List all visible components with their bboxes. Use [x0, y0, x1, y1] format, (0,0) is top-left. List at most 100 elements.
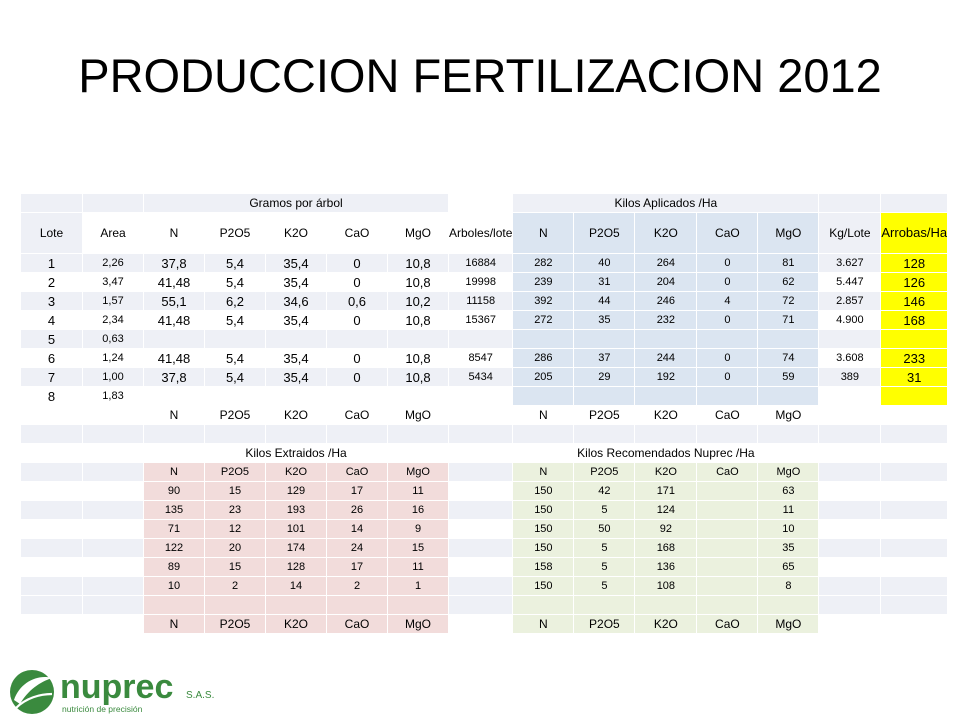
kg-lote-cell: 3.627 — [818, 253, 882, 273]
table-row: Gramos por árbol Kilos Aplicados /Ha — [20, 193, 949, 213]
header-extraidos-2: K2O — [265, 462, 327, 482]
header-recomendados-4: MgO — [757, 462, 820, 482]
empty-cell — [447, 443, 514, 463]
logo-tagline: nutrición de precisión — [62, 704, 143, 714]
empty-cell — [634, 595, 698, 615]
empty-cell — [20, 481, 83, 501]
empty-cell — [20, 576, 83, 596]
section-kilos-recomendados: Kilos Recomendados Nuprec /Ha — [512, 443, 820, 463]
header-recomendados-0: N — [512, 462, 575, 482]
lote-cell: 4 — [20, 310, 83, 330]
kilos-recomendados-cell: 168 — [634, 538, 698, 558]
kilos-aplicados-cell — [512, 386, 575, 406]
kilos-extraidos-cell: 193 — [265, 500, 327, 520]
kilos-aplicados-cell: 264 — [634, 253, 698, 273]
gramos-cell: 10,8 — [387, 367, 449, 387]
arrobas-cell: 168 — [880, 310, 949, 330]
kilos-recomendados-cell: 42 — [573, 481, 636, 501]
footer-extraidos-2: K2O — [265, 614, 327, 634]
footer-recomendados-3: CaO — [696, 614, 759, 634]
empty-cell — [880, 481, 949, 501]
empty-cell — [20, 500, 83, 520]
empty-cell — [20, 557, 83, 577]
kilos-aplicados-cell: 0 — [696, 367, 759, 387]
table-row: 90 15 129 17 11 150 42 171 63 — [20, 481, 949, 501]
kilos-recomendados-cell: 150 — [512, 576, 575, 596]
table-row: Lote Area N P2O5 K2O CaO MgO Arboles/lote N P2O5 K… — [20, 212, 949, 254]
table-row: N P2O5 K2O CaO MgO N P2O5 K2O CaO MgO — [20, 405, 949, 425]
arboles-cell — [447, 329, 514, 349]
empty-cell — [818, 519, 882, 539]
empty-cell — [818, 462, 882, 482]
footer-recomendados-0: N — [512, 614, 575, 634]
gramos-cell — [387, 329, 449, 349]
empty-cell — [447, 481, 514, 501]
empty-cell — [326, 595, 388, 615]
gramos-cell: 35,4 — [265, 272, 327, 292]
table-row: 3 1,57 55,1 6,2 34,6 0,6 10,2 11158 392 44 246 4 72 2… — [20, 291, 949, 311]
kilos-aplicados-cell: 244 — [634, 348, 698, 368]
kilos-aplicados-cell: 0 — [696, 348, 759, 368]
kilos-recomendados-cell: 150 — [512, 500, 575, 520]
table-row: N P2O5 K2O CaO MgO N P2O5 K2O CaO MgO — [20, 462, 949, 482]
kilos-recomendados-cell: 171 — [634, 481, 698, 501]
empty-cell — [818, 405, 882, 425]
gramos-cell — [387, 386, 449, 406]
arrobas-cell — [880, 329, 949, 349]
kilos-recomendados-cell: 50 — [573, 519, 636, 539]
kilos-recomendados-cell: 10 — [757, 519, 820, 539]
arboles-cell: 16884 — [447, 253, 514, 273]
empty-cell — [573, 424, 636, 444]
empty-cell — [447, 500, 514, 520]
kilos-aplicados-cell: 29 — [573, 367, 636, 387]
kg-lote-cell: 2.857 — [818, 291, 882, 311]
empty-cell — [757, 595, 820, 615]
empty-cell — [880, 405, 949, 425]
table-row: 1 2,26 37,8 5,4 35,4 0 10,8 16884 282 40 264 0 81 3.6… — [20, 253, 949, 273]
gramos-cell — [204, 386, 266, 406]
empty-cell — [818, 193, 882, 213]
gramos-cell: 37,8 — [143, 367, 205, 387]
kilos-recomendados-cell: 63 — [757, 481, 820, 501]
gramos-cell: 5,4 — [204, 348, 266, 368]
area-cell: 1,24 — [82, 348, 144, 368]
gramos-cell: 55,1 — [143, 291, 205, 311]
kilos-recomendados-cell: 65 — [757, 557, 820, 577]
gramos-cell: 10,8 — [387, 310, 449, 330]
gramos-cell: 35,4 — [265, 348, 327, 368]
table-row: 135 23 193 26 16 150 5 124 11 — [20, 500, 949, 520]
kg-lote-cell — [818, 386, 882, 406]
empty-cell — [20, 443, 83, 463]
lote-cell: 5 — [20, 329, 83, 349]
header-arboles-lote: Arboles/lote — [447, 212, 514, 254]
table-row: 2 3,47 41,48 5,4 35,4 0 10,8 19998 239 31 204 0 62 5.… — [20, 272, 949, 292]
kilos-recomendados-cell: 5 — [573, 576, 636, 596]
kilos-aplicados-cell: 282 — [512, 253, 575, 273]
kilos-aplicados-cell: 35 — [573, 310, 636, 330]
empty-cell — [387, 424, 449, 444]
empty-cell — [447, 193, 514, 213]
kilos-aplicados-cell — [757, 329, 820, 349]
kilos-recomendados-cell — [696, 500, 759, 520]
empty-cell — [818, 481, 882, 501]
empty-cell — [757, 424, 820, 444]
gramos-cell: 5,4 — [204, 272, 266, 292]
gramos-cell: 41,48 — [143, 272, 205, 292]
kilos-aplicados-cell — [757, 386, 820, 406]
section-kilos-aplicados: Kilos Aplicados /Ha — [512, 193, 820, 213]
empty-cell — [447, 405, 514, 425]
kilos-aplicados-cell: 192 — [634, 367, 698, 387]
kilos-extraidos-cell: 71 — [143, 519, 205, 539]
kilos-aplicados-cell — [696, 329, 759, 349]
table-row: Kilos Extraidos /Ha Kilos Recomendados Nu… — [20, 443, 949, 463]
empty-cell — [20, 424, 83, 444]
kilos-recomendados-cell: 35 — [757, 538, 820, 558]
kilos-recomendados-cell: 136 — [634, 557, 698, 577]
area-cell: 2,34 — [82, 310, 144, 330]
kilos-aplicados-cell: 246 — [634, 291, 698, 311]
kilos-recomendados-cell: 158 — [512, 557, 575, 577]
table-row: 8 1,83 — [20, 386, 949, 406]
footer-extraidos-3: CaO — [326, 614, 388, 634]
kilos-recomendados-cell — [696, 481, 759, 501]
empty-cell — [82, 481, 144, 501]
